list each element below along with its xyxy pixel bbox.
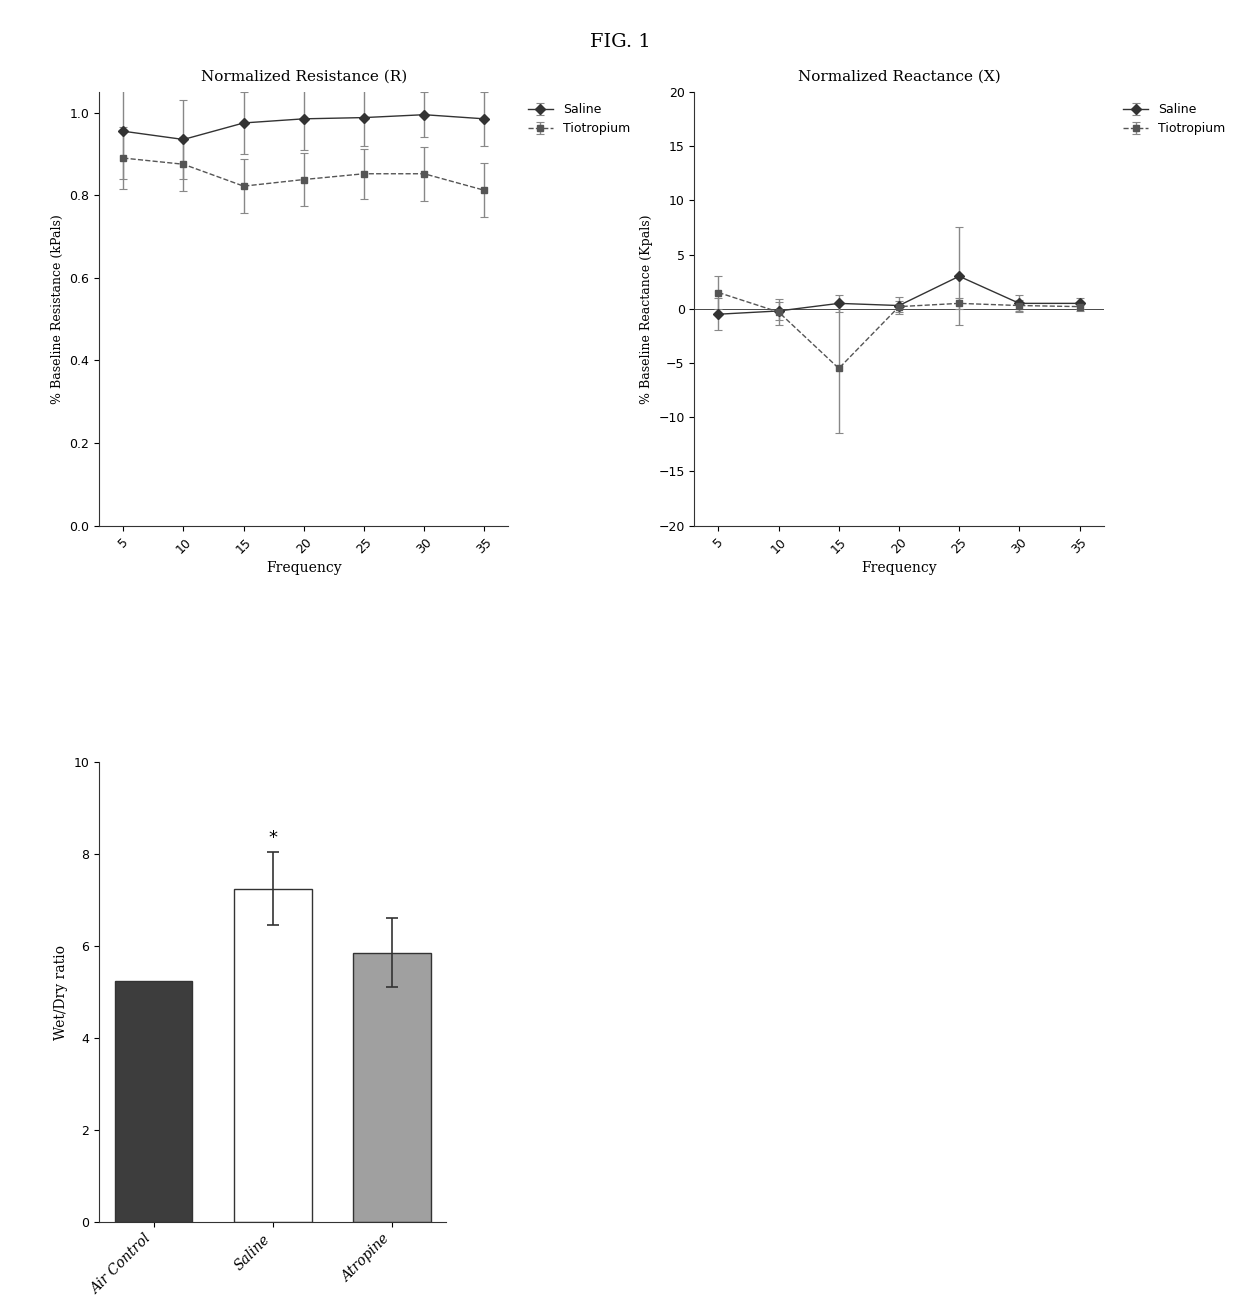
Legend: Saline, Tiotropium: Saline, Tiotropium <box>523 99 635 141</box>
X-axis label: Frequency: Frequency <box>267 561 341 576</box>
Y-axis label: % Baseline Reactance (Kpals): % Baseline Reactance (Kpals) <box>640 214 652 403</box>
Text: *: * <box>268 829 278 848</box>
Bar <box>234 888 311 1222</box>
X-axis label: Frequency: Frequency <box>862 561 936 576</box>
Y-axis label: Wet/Dry ratio: Wet/Dry ratio <box>55 945 68 1039</box>
Bar <box>115 980 192 1222</box>
Text: FIG. 1: FIG. 1 <box>590 33 650 51</box>
Bar <box>353 953 430 1222</box>
Y-axis label: % Baseline Resistance (kPals): % Baseline Resistance (kPals) <box>51 214 64 403</box>
Title: Normalized Resistance (R): Normalized Resistance (R) <box>201 70 407 84</box>
Title: Normalized Reactance (X): Normalized Reactance (X) <box>797 70 1001 84</box>
Legend: Saline, Tiotropium: Saline, Tiotropium <box>1118 99 1230 141</box>
